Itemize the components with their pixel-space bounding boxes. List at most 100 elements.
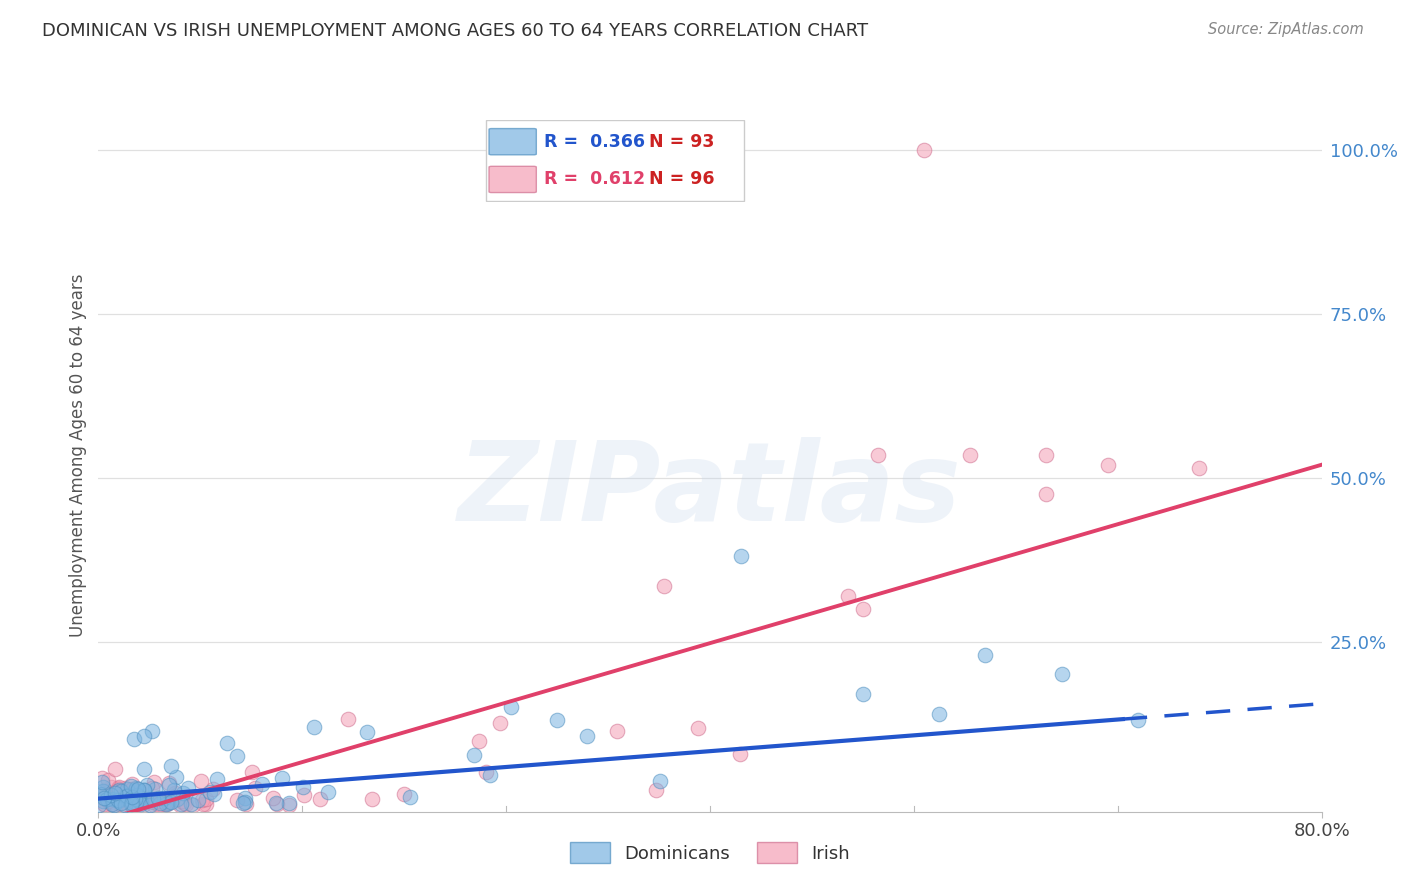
Point [156,797,179,811]
Point [96,792,118,806]
Point [361,792,384,806]
Point [127,793,149,807]
Text: ZIPatlas: ZIPatlas [458,437,962,544]
Point [156,797,179,811]
Point [107,780,129,795]
Point [121,782,143,797]
Point [91,783,114,797]
FancyBboxPatch shape [489,128,536,155]
Point [108,780,131,794]
Point [243,780,266,795]
Point [974,648,997,662]
Point [129,795,152,809]
Point [1097,458,1119,472]
Point [128,794,150,808]
Point [107,794,129,808]
Point [149,797,172,812]
Point [187,793,209,807]
Point [121,793,143,807]
Point [160,758,183,772]
Point [730,549,752,564]
Point [129,795,152,809]
Point [868,448,890,462]
Point [115,789,138,803]
Point [152,797,174,811]
Point [134,729,156,743]
Point [316,785,339,799]
Point [688,721,710,735]
Point [121,789,143,804]
Point [117,790,139,805]
Point [124,797,146,811]
Point [277,797,299,811]
Point [91,780,114,794]
Point [129,797,152,811]
Point [100,791,122,805]
Point [125,788,148,802]
Point [174,797,197,811]
Text: R =  0.612: R = 0.612 [544,170,645,188]
Point [165,770,187,784]
Point [100,780,122,795]
Point [202,788,225,802]
Point [157,776,180,790]
Point [100,788,122,802]
Point [650,774,672,789]
Point [114,797,136,812]
Point [149,797,172,811]
Point [117,791,139,805]
Point [1050,667,1073,681]
Point [160,795,183,809]
Point [837,589,859,603]
Point [120,779,142,793]
Point [644,782,666,797]
Point [398,789,420,804]
Point [474,764,496,779]
Point [233,795,256,809]
Point [198,785,221,799]
Point [87,797,110,812]
Point [155,797,177,811]
Point [105,784,128,798]
Point [170,797,193,811]
Point [1035,448,1057,462]
Point [91,771,114,785]
Point [202,782,225,797]
Point [101,797,124,812]
Point [852,687,875,701]
Point [93,797,115,812]
Y-axis label: Unemployment Among Ages 60 to 64 years: Unemployment Among Ages 60 to 64 years [69,273,87,637]
Point [104,762,127,776]
Point [114,792,136,806]
Point [959,448,981,462]
Point [101,795,124,809]
Point [143,782,166,797]
Point [142,792,165,806]
Point [163,786,186,800]
Point [156,795,179,809]
Point [195,797,218,812]
Text: N = 93: N = 93 [650,133,714,151]
Point [142,775,165,789]
Point [169,797,191,812]
Point [1188,461,1211,475]
Point [115,789,138,804]
Point [266,797,288,811]
Point [141,723,163,738]
Point [89,787,111,801]
Point [148,794,170,808]
Point [163,782,186,797]
Point [124,731,146,746]
Point [546,713,568,727]
Text: DOMINICAN VS IRISH UNEMPLOYMENT AMONG AGES 60 TO 64 YEARS CORRELATION CHART: DOMINICAN VS IRISH UNEMPLOYMENT AMONG AG… [42,22,869,40]
Point [132,783,155,797]
Point [132,762,155,776]
Point [730,747,752,761]
Point [277,797,299,812]
Point [148,798,170,813]
Point [302,720,325,734]
Point [98,787,121,801]
Point [114,780,136,795]
Point [170,794,193,808]
Point [141,780,163,795]
